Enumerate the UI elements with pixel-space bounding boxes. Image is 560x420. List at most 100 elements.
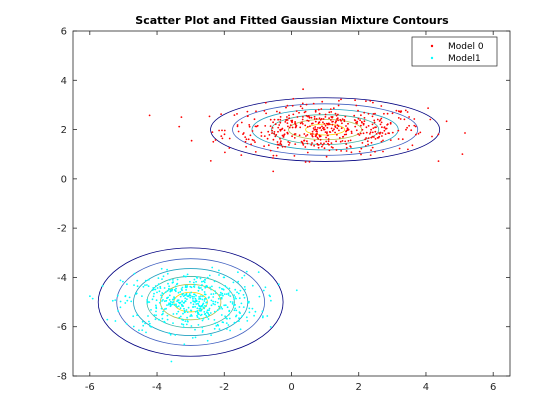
data-point-model-0: [355, 104, 358, 107]
data-point-model-1: [119, 279, 122, 282]
data-point-model-0: [236, 125, 239, 128]
data-point-model-0: [369, 131, 372, 134]
data-point-model-0: [306, 151, 309, 154]
data-point-model-1: [185, 293, 188, 296]
data-point-model-1: [217, 305, 220, 308]
data-point-model-0: [408, 116, 410, 118]
data-point-model-1: [226, 328, 228, 330]
data-point-model-1: [176, 306, 179, 308]
data-point-model-1: [91, 297, 94, 300]
data-point-model-1: [228, 317, 231, 320]
data-point-model-1: [130, 300, 133, 303]
data-point-model-1: [220, 306, 223, 309]
data-point-model-1: [163, 308, 166, 310]
data-point-model-0: [337, 104, 340, 107]
data-point-model-1: [155, 304, 157, 307]
data-point-model-1: [225, 293, 228, 295]
data-point-model-0: [429, 118, 432, 121]
data-point-model-1: [215, 325, 218, 327]
data-point-model-1: [170, 289, 172, 292]
data-point-model-1: [237, 271, 239, 274]
data-point-model-1: [179, 295, 182, 298]
data-point-model-0: [301, 142, 304, 145]
data-point-model-1: [234, 307, 237, 310]
data-point-model-1: [212, 300, 215, 303]
data-point-model-1: [173, 304, 176, 306]
data-point-model-0: [381, 135, 383, 137]
data-point-model-1: [224, 285, 227, 287]
data-point-model-0: [350, 130, 353, 133]
data-point-model-1: [106, 318, 109, 321]
data-point-model-0: [276, 110, 278, 113]
data-point-model-0: [250, 143, 253, 146]
data-point-model-1: [158, 301, 161, 304]
data-point-model-1: [166, 290, 169, 292]
data-point-model-0: [295, 110, 298, 112]
data-point-model-0: [272, 154, 275, 157]
data-point-model-1: [126, 299, 129, 302]
data-point-model-0: [310, 144, 313, 146]
data-point-model-1: [190, 291, 193, 294]
data-point-model-1: [219, 291, 222, 294]
data-point-model-0: [330, 127, 333, 130]
data-point-model-1: [200, 287, 202, 289]
data-point-model-1: [245, 270, 248, 273]
data-point-model-1: [148, 301, 151, 303]
data-point-model-0: [413, 118, 416, 120]
y-tick-label: 0: [61, 174, 67, 185]
data-point-model-0: [332, 146, 334, 149]
data-point-model-1: [166, 268, 169, 271]
data-point-model-0: [371, 131, 374, 134]
data-point-model-0: [410, 129, 413, 132]
data-point-model-0: [323, 123, 326, 125]
data-point-model-1: [212, 293, 215, 295]
data-point-model-0: [354, 99, 356, 102]
data-point-model-1: [179, 301, 182, 304]
data-point-model-0: [240, 154, 243, 157]
data-point-model-0: [280, 140, 282, 143]
data-point-model-1: [136, 279, 139, 282]
data-point-model-1: [166, 304, 168, 306]
data-point-model-1: [136, 285, 139, 288]
data-point-model-0: [248, 125, 251, 128]
data-point-model-0: [367, 143, 369, 146]
data-point-model-1: [201, 298, 204, 301]
data-point-model-0: [360, 147, 363, 150]
data-point-model-1: [149, 325, 152, 328]
data-point-model-1: [154, 318, 157, 321]
x-tick-label: 4: [423, 382, 429, 393]
data-point-model-1: [243, 286, 246, 288]
y-tick-label: -6: [57, 322, 67, 333]
data-point-model-1: [185, 286, 188, 289]
data-point-model-1: [242, 306, 245, 308]
data-point-model-0: [343, 119, 346, 121]
data-point-model-1: [218, 269, 220, 272]
data-point-model-0: [399, 111, 402, 113]
data-point-model-0: [311, 130, 314, 133]
data-point-model-1: [241, 277, 244, 279]
data-point-model-0: [371, 146, 374, 149]
data-point-model-0: [328, 149, 331, 152]
data-point-model-0: [305, 103, 308, 106]
data-point-model-1: [206, 285, 208, 288]
data-point-model-1: [198, 304, 200, 307]
data-point-model-1: [168, 278, 171, 281]
legend: Model 0 Model1: [411, 36, 498, 67]
data-point-model-1: [169, 333, 172, 336]
data-point-model-1: [238, 306, 241, 308]
data-point-model-0: [362, 123, 365, 126]
data-point-model-1: [177, 310, 180, 313]
data-point-model-0: [362, 132, 365, 135]
data-point-model-0: [294, 121, 296, 123]
data-point-model-1: [151, 289, 154, 291]
data-point-model-1: [124, 295, 127, 297]
data-point-model-0: [397, 129, 400, 132]
data-point-model-0: [255, 110, 257, 113]
data-point-model-1: [192, 281, 195, 284]
data-point-model-0: [324, 131, 327, 134]
data-point-model-1: [245, 316, 248, 319]
data-point-model-0: [305, 135, 307, 137]
data-point-model-1: [182, 326, 185, 329]
data-point-model-0: [382, 150, 384, 153]
data-point-model-1: [205, 301, 208, 304]
